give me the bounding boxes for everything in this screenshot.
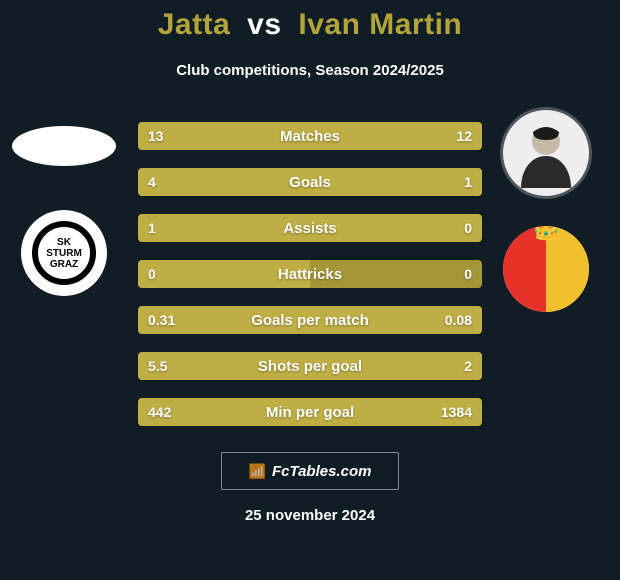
bar-value-left: 0 — [138, 260, 166, 288]
bar-value-right: 0 — [454, 260, 482, 288]
bar-row: Shots per goal5.5 2 — [138, 352, 482, 380]
bar-row: Goals4 1 — [138, 168, 482, 196]
left-player-column: SK STURMGRAZ — [8, 110, 120, 296]
title-vs: vs — [247, 8, 281, 41]
bar-value-right: 1384 — [431, 398, 482, 426]
footer-logo: 📶 FcTables.com — [221, 452, 399, 490]
title-player1: Jatta — [158, 8, 231, 41]
player1-avatar — [12, 110, 116, 180]
bar-value-right: 2 — [454, 352, 482, 380]
sturm-graz-badge-icon: SK STURMGRAZ — [32, 221, 96, 285]
bar-value-left: 1 — [138, 214, 166, 242]
footer-logo-text: FcTables.com — [272, 463, 371, 480]
bar-label: Goals — [138, 168, 482, 196]
title-row: Jatta vs Ivan Martin — [0, 8, 620, 42]
bar-label: Assists — [138, 214, 482, 242]
bar-value-right: 0.08 — [435, 306, 482, 334]
bar-row: Hattricks0 0 — [138, 260, 482, 288]
silhouette-icon — [12, 126, 116, 166]
bar-label: Hattricks — [138, 260, 482, 288]
bar-value-left: 0.31 — [138, 306, 185, 334]
bar-value-left: 4 — [138, 168, 166, 196]
person-icon — [511, 118, 581, 188]
bar-label: Goals per match — [138, 306, 482, 334]
player1-club-badge: SK STURMGRAZ — [21, 210, 107, 296]
bar-value-left: 13 — [138, 122, 174, 150]
crown-icon: 👑 — [532, 226, 559, 242]
bar-row: Goals per match0.31 0.08 — [138, 306, 482, 334]
bar-label: Shots per goal — [138, 352, 482, 380]
right-player-column: 👑 — [490, 110, 602, 312]
subtitle: Club competitions, Season 2024/2025 — [0, 62, 620, 79]
bar-value-right: 12 — [446, 122, 482, 150]
bar-row: Assists1 0 — [138, 214, 482, 242]
signal-icon: 📶 — [249, 463, 266, 480]
title-player2: Ivan Martin — [298, 8, 462, 41]
bar-value-right: 0 — [454, 214, 482, 242]
bar-value-left: 442 — [138, 398, 181, 426]
player2-avatar — [503, 110, 589, 196]
comparison-bars: Matches1312Goals41Assists10Hattricks00Go… — [138, 122, 482, 426]
bar-value-left: 5.5 — [138, 352, 177, 380]
bar-label: Matches — [138, 122, 482, 150]
bar-value-right: 1 — [454, 168, 482, 196]
bar-row: Min per goal4421384 — [138, 398, 482, 426]
bar-row: Matches13 12 — [138, 122, 482, 150]
player2-club-badge: 👑 — [503, 226, 589, 312]
footer-date: 25 november 2024 — [0, 507, 620, 524]
